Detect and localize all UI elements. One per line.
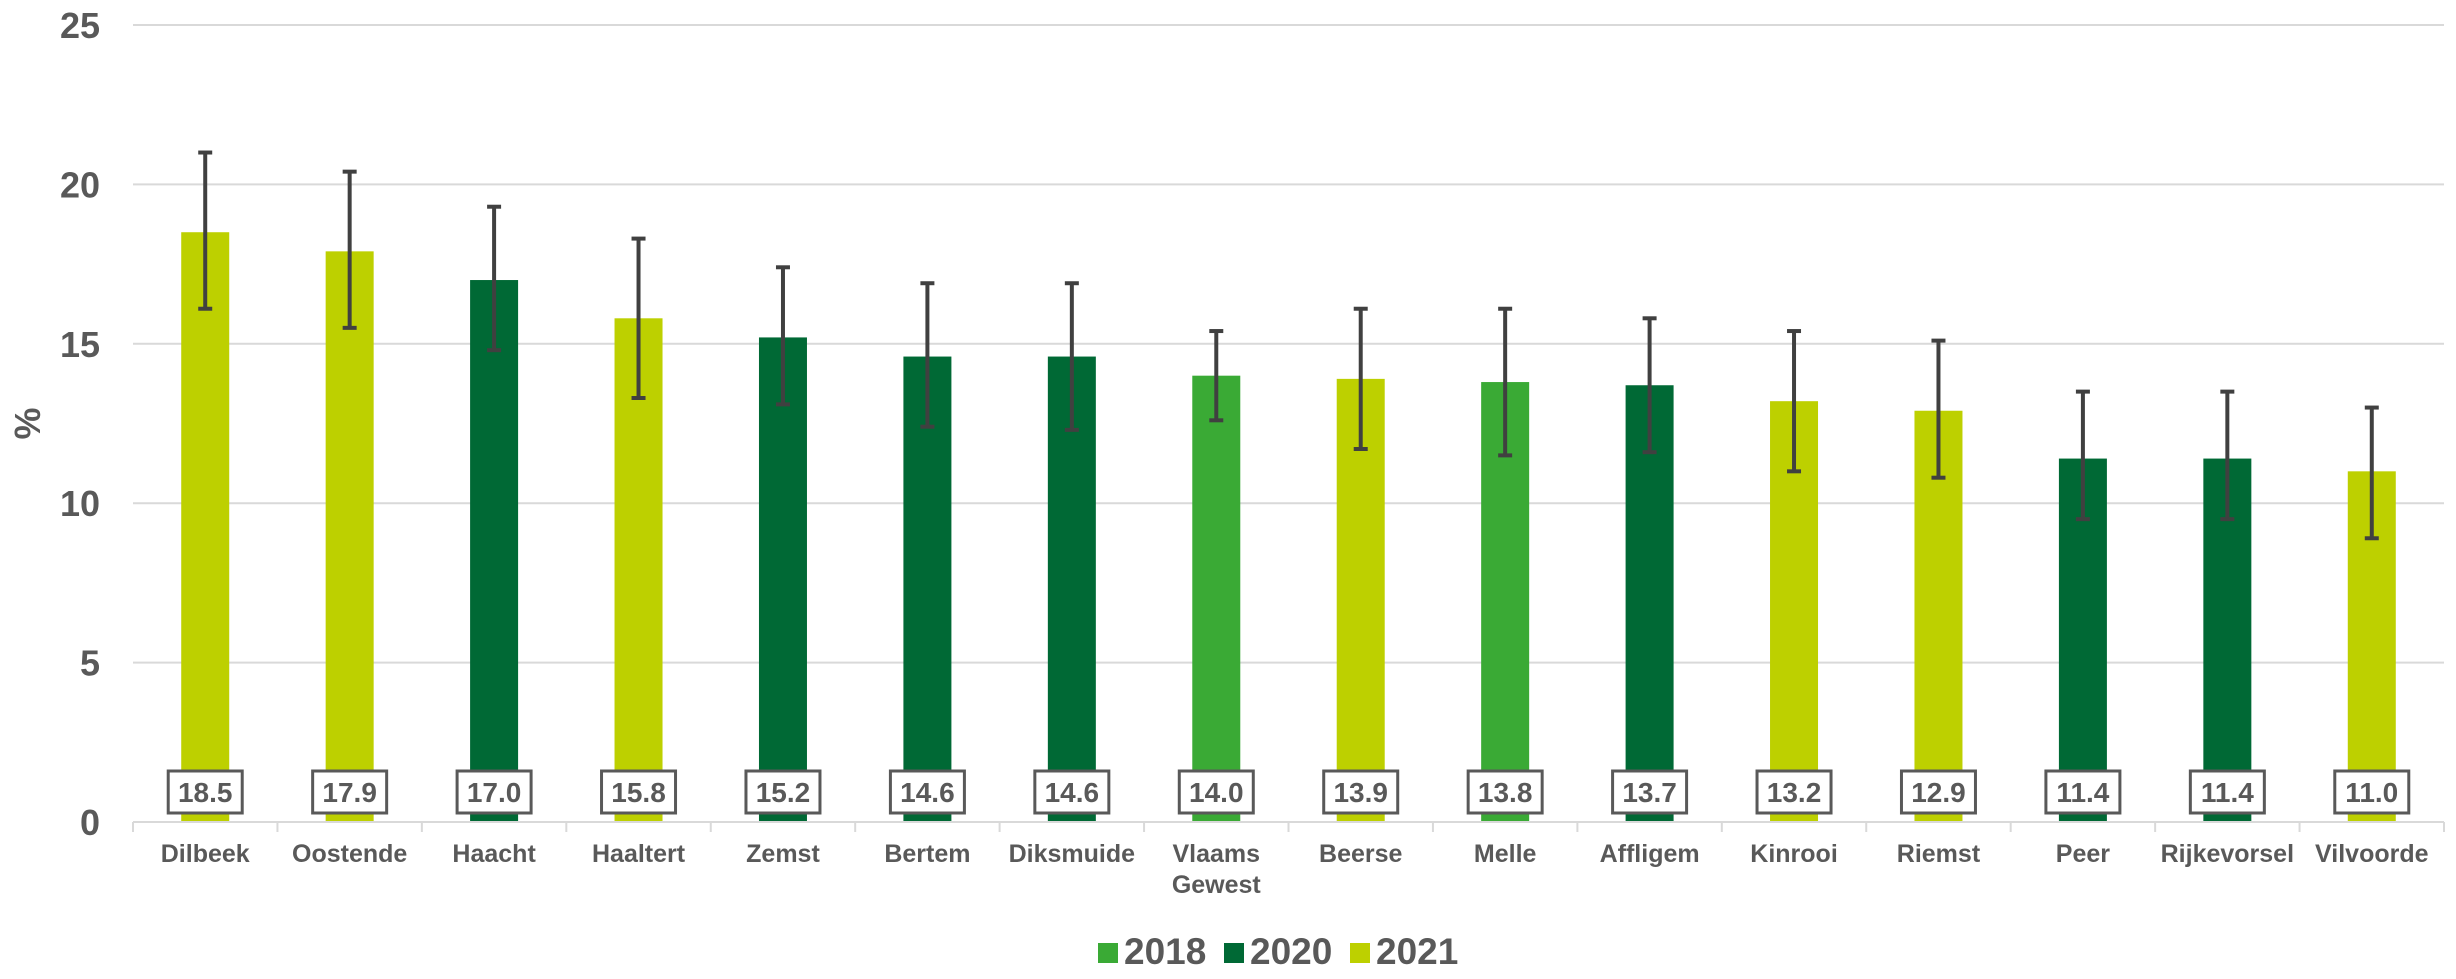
value-label: 13.2 xyxy=(1767,777,1822,808)
y-tick-label: 10 xyxy=(60,483,100,524)
bars xyxy=(181,232,2396,823)
category-label: Diksmuide xyxy=(1009,840,1136,868)
value-label: 13.8 xyxy=(1478,777,1533,808)
value-label: 11.0 xyxy=(2345,777,2398,808)
value-label-box xyxy=(1177,769,1255,815)
y-axis-ticks: 0 5 10 15 20 25 xyxy=(60,5,100,843)
category-label-line: Riemst xyxy=(1897,840,1981,868)
value-label-box xyxy=(1033,769,1111,815)
value-label-box xyxy=(1611,769,1689,815)
legend-entry: 2021 xyxy=(1376,931,1458,972)
legend-swatch xyxy=(1098,943,1118,963)
category-label-line: Vilvoorde xyxy=(2315,840,2429,868)
value-label-box xyxy=(2333,769,2411,815)
category-label-line: Vlaams xyxy=(1173,840,1261,868)
y-tick-label: 25 xyxy=(60,5,100,46)
category-label-line: Gewest xyxy=(1172,871,1262,899)
y-tick-label: 15 xyxy=(60,324,100,365)
bar xyxy=(903,356,952,822)
category-label-line: Affligem xyxy=(1600,840,1700,868)
category-label: Bertem xyxy=(884,840,970,868)
category-label: Peer xyxy=(2056,840,2110,868)
bar xyxy=(1192,375,1241,822)
value-labels: 18.5 17.9 17.0 15.8 15.2 14.6 14.6 14.0 13.9 13.8… xyxy=(166,769,2411,815)
bar xyxy=(470,280,519,822)
legend-swatch xyxy=(1350,943,1370,963)
category-label: Vilvoorde xyxy=(2315,840,2429,868)
value-label: 13.9 xyxy=(1333,777,1388,808)
value-label: 15.8 xyxy=(611,777,666,808)
category-label-line: Dilbeek xyxy=(161,840,250,868)
category-label-line: Kinrooi xyxy=(1750,840,1838,868)
bar xyxy=(325,251,374,822)
value-label-box xyxy=(888,769,966,815)
value-label-box xyxy=(744,769,822,815)
category-label: Melle xyxy=(1474,840,1537,868)
value-label: 17.0 xyxy=(467,777,522,808)
category-label-line: Haaltert xyxy=(592,840,686,868)
value-label: 14.6 xyxy=(1045,777,1100,808)
bar xyxy=(758,337,807,822)
category-label: Oostende xyxy=(292,840,407,868)
category-label: Riemst xyxy=(1897,840,1981,868)
legend: 2018 2020 2021 xyxy=(1098,931,1458,972)
category-label: Haacht xyxy=(452,840,536,868)
value-label: 11.4 xyxy=(2201,777,2254,808)
category-label-line: Beerse xyxy=(1319,840,1402,868)
value-label: 12.9 xyxy=(1911,777,1966,808)
gridlines xyxy=(133,24,2444,664)
category-label: Vlaams Gewest xyxy=(1172,840,1262,899)
category-label-line: Haacht xyxy=(452,840,536,868)
bar xyxy=(614,318,663,822)
category-label: Rijkevorsel xyxy=(2161,840,2294,868)
category-label: Affligem xyxy=(1600,840,1700,868)
legend-entry: 2020 xyxy=(1250,931,1332,972)
value-label-box xyxy=(1466,769,1544,815)
value-label: 14.6 xyxy=(900,777,955,808)
bar xyxy=(181,232,230,823)
legend-entry: 2018 xyxy=(1124,931,1206,972)
y-tick-label: 20 xyxy=(60,164,100,205)
y-tick-label: 0 xyxy=(80,802,100,843)
bar xyxy=(1336,378,1385,822)
value-label-box xyxy=(2044,769,2122,815)
category-label: Beerse xyxy=(1319,840,1402,868)
category-label-line: Peer xyxy=(2056,840,2110,868)
category-label-line: Rijkevorsel xyxy=(2161,840,2294,868)
bar xyxy=(1047,356,1096,822)
value-label: 15.2 xyxy=(756,777,811,808)
y-tick-label: 5 xyxy=(80,643,100,684)
category-label-line: Oostende xyxy=(292,840,407,868)
category-label-line: Bertem xyxy=(884,840,970,868)
value-label-box xyxy=(1899,769,1977,815)
category-labels: Dilbeek Oostende Haacht Haaltert Zemst Bertem… xyxy=(161,840,2429,899)
category-label-line: Diksmuide xyxy=(1009,840,1136,868)
value-label-box xyxy=(311,769,389,815)
value-label-box xyxy=(1755,769,1833,815)
category-label: Kinrooi xyxy=(1750,840,1838,868)
value-label: 14.0 xyxy=(1189,777,1244,808)
value-label-box xyxy=(166,769,244,815)
value-label-box xyxy=(2188,769,2266,815)
value-label-box xyxy=(600,769,678,815)
category-label: Haaltert xyxy=(592,840,686,868)
value-label: 18.5 xyxy=(178,777,233,808)
y-axis-title: % xyxy=(7,407,48,439)
value-label: 13.7 xyxy=(1622,777,1677,808)
bar xyxy=(1625,385,1674,822)
x-axis-category-ticks xyxy=(132,822,2445,832)
value-label-box xyxy=(455,769,533,815)
category-label: Zemst xyxy=(746,840,820,868)
category-label: Dilbeek xyxy=(161,840,250,868)
category-label-line: Zemst xyxy=(746,840,820,868)
legend-swatch xyxy=(1224,943,1244,963)
error-bars xyxy=(198,150,2379,541)
value-label: 17.9 xyxy=(322,777,377,808)
category-label-line: Melle xyxy=(1474,840,1537,868)
value-label-box xyxy=(1322,769,1400,815)
value-label: 11.4 xyxy=(2056,777,2109,808)
